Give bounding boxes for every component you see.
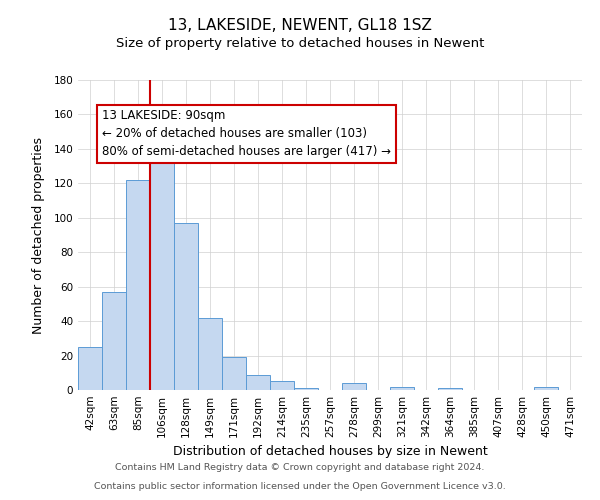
- Bar: [438, 388, 462, 390]
- Bar: [174, 223, 198, 390]
- X-axis label: Distribution of detached houses by size in Newent: Distribution of detached houses by size …: [173, 446, 487, 458]
- Text: 13 LAKESIDE: 90sqm
← 20% of detached houses are smaller (103)
80% of semi-detach: 13 LAKESIDE: 90sqm ← 20% of detached hou…: [102, 110, 391, 158]
- Bar: [126, 180, 150, 390]
- Bar: [294, 388, 318, 390]
- Y-axis label: Number of detached properties: Number of detached properties: [32, 136, 45, 334]
- Bar: [222, 358, 246, 390]
- Text: Contains public sector information licensed under the Open Government Licence v3: Contains public sector information licen…: [94, 482, 506, 491]
- Text: Size of property relative to detached houses in Newent: Size of property relative to detached ho…: [116, 38, 484, 51]
- Bar: [534, 386, 558, 390]
- Bar: [390, 386, 414, 390]
- Bar: [150, 147, 174, 390]
- Bar: [102, 292, 126, 390]
- Text: Contains HM Land Registry data © Crown copyright and database right 2024.: Contains HM Land Registry data © Crown c…: [115, 464, 485, 472]
- Bar: [342, 383, 366, 390]
- Bar: [198, 318, 222, 390]
- Bar: [78, 347, 102, 390]
- Bar: [270, 382, 294, 390]
- Bar: [246, 374, 270, 390]
- Text: 13, LAKESIDE, NEWENT, GL18 1SZ: 13, LAKESIDE, NEWENT, GL18 1SZ: [168, 18, 432, 32]
